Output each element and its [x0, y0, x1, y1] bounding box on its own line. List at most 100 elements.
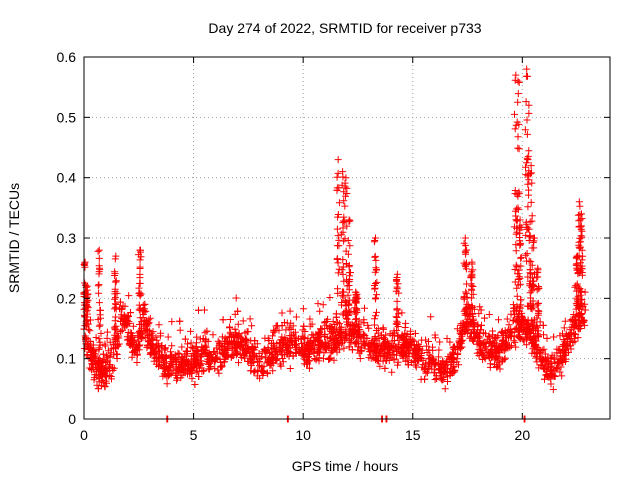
data-point: [462, 250, 470, 258]
data-point: [147, 329, 155, 337]
data-point: [131, 347, 138, 355]
data-point: [486, 363, 494, 371]
data-point: [461, 327, 469, 335]
points-layer: [80, 65, 589, 423]
data-point: [106, 338, 114, 346]
data-point: [514, 204, 522, 212]
data-point: [200, 367, 208, 374]
data-point: [253, 353, 261, 361]
data-point: [371, 315, 379, 323]
data-point: [195, 306, 202, 314]
data-point: [239, 317, 247, 325]
data-point: [272, 348, 280, 356]
data-point: [194, 367, 202, 375]
data-point: [344, 237, 352, 244]
data-point: [382, 357, 390, 365]
data-point: [291, 333, 299, 341]
data-point: [92, 334, 100, 341]
data-point: [522, 220, 530, 228]
data-point: [528, 274, 536, 282]
data-point: [462, 304, 470, 312]
data-point: [511, 125, 519, 133]
data-point: [345, 262, 353, 269]
data-point: [101, 382, 109, 390]
data-point: [198, 343, 206, 351]
data-point: [190, 362, 198, 370]
data-point: [494, 361, 502, 369]
data-point: [549, 371, 557, 379]
data-point: [568, 323, 576, 331]
data-point: [516, 234, 523, 241]
data-point: [286, 307, 294, 315]
data-point: [479, 341, 487, 349]
data-point: [184, 340, 191, 348]
data-point: [518, 312, 526, 320]
data-point: [298, 344, 306, 352]
data-point: [532, 348, 540, 356]
data-point: [105, 364, 113, 372]
data-point: [232, 294, 240, 302]
data-point: [293, 341, 300, 349]
data-point: [136, 314, 144, 322]
data-point: [309, 342, 317, 350]
data-point: [137, 253, 145, 261]
data-point: [457, 337, 465, 345]
data-point: [529, 297, 537, 305]
data-point: [394, 361, 401, 369]
data-point: [325, 339, 333, 347]
data-point: [112, 322, 120, 330]
data-point: [574, 270, 582, 278]
data-point: [161, 371, 169, 379]
data-point: [321, 318, 329, 326]
data-point: [136, 280, 144, 287]
data-point: [532, 341, 540, 349]
data-point: [492, 334, 500, 342]
data-point: [323, 345, 330, 352]
data-point: [125, 292, 133, 300]
data-point: [371, 295, 379, 303]
data-point: [276, 339, 283, 347]
data-point: [579, 318, 587, 326]
data-point: [427, 313, 435, 321]
data-point: [438, 376, 446, 384]
data-point: [467, 280, 475, 288]
data-point: [319, 301, 327, 309]
data-point: [300, 350, 307, 358]
data-point: [96, 311, 104, 319]
data-point: [402, 319, 410, 327]
data-point: [124, 329, 132, 336]
data-point: [94, 282, 102, 290]
data-point: [223, 352, 231, 359]
data-point: [96, 266, 104, 274]
data-point: [178, 343, 186, 351]
data-point: [394, 319, 402, 327]
data-point: [135, 306, 143, 314]
data-point: [477, 306, 485, 314]
data-point: [155, 363, 162, 370]
data-point: [573, 294, 581, 302]
data-point: [576, 202, 584, 210]
data-point: [462, 261, 470, 269]
data-point: [178, 371, 186, 379]
data-point: [94, 385, 102, 393]
data-point: [535, 285, 543, 293]
data-point: [515, 333, 523, 341]
data-point: [244, 358, 252, 365]
data-point: [393, 297, 401, 305]
data-point: [477, 326, 485, 334]
data-point: [388, 368, 396, 376]
data-point: [337, 323, 345, 331]
data-point: [553, 349, 561, 357]
data-point: [306, 364, 313, 372]
data-point: [429, 355, 437, 363]
data-point: [534, 264, 542, 272]
data-point: [334, 269, 342, 277]
data-point: [455, 361, 462, 369]
data-point: [228, 346, 236, 354]
data-point: [450, 356, 458, 364]
data-point: [519, 336, 527, 344]
data-point: [578, 310, 586, 318]
data-point: [163, 362, 170, 370]
data-point: [129, 322, 137, 330]
data-point: [168, 342, 176, 350]
